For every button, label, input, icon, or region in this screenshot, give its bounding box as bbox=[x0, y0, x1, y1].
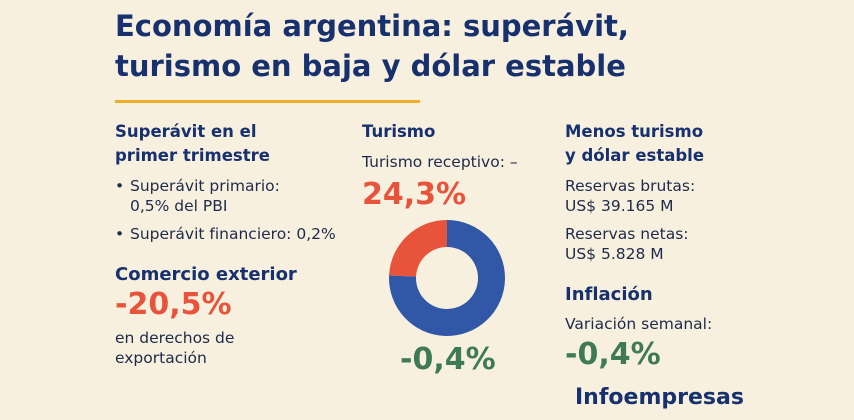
heading: primer trimestre bbox=[115, 146, 270, 165]
bullet-text: Superávit financiero: 0,2% bbox=[130, 225, 336, 243]
big-value: -20,5% bbox=[115, 287, 232, 322]
heading: y dólar estable bbox=[565, 146, 705, 165]
heading: Menos turismo bbox=[565, 122, 704, 141]
heading: Superávit en el bbox=[115, 122, 257, 141]
title-line: Economía argentina: superávit, bbox=[115, 9, 629, 43]
text: en derechos de bbox=[115, 329, 235, 347]
text: US$ 39.165 M bbox=[565, 197, 674, 215]
heading: Inflación bbox=[565, 284, 653, 305]
text: US$ 5.828 M bbox=[565, 245, 664, 263]
text: Turismo receptivo: – bbox=[362, 153, 518, 171]
big-value: 24,3% bbox=[362, 177, 467, 212]
bullet-dot: • bbox=[115, 177, 125, 195]
heading: Turismo bbox=[362, 122, 436, 141]
text: Variación semanal: bbox=[565, 315, 713, 333]
donut-segment bbox=[389, 220, 447, 277]
text: exportación bbox=[115, 349, 207, 367]
bullet-text: Superávit primario: bbox=[130, 177, 280, 195]
text: Reservas netas: bbox=[565, 225, 689, 243]
heading: Comercio exterior bbox=[115, 264, 297, 285]
title-rule bbox=[115, 100, 420, 103]
donut-segment bbox=[389, 220, 505, 337]
brand: Infoempresas bbox=[575, 385, 744, 410]
bullet-text: 0,5% del PBI bbox=[130, 197, 228, 215]
big-value: -0,4% bbox=[400, 342, 496, 377]
bullet-dot: • bbox=[115, 225, 125, 243]
big-value: -0,4% bbox=[565, 337, 661, 372]
title-line: turismo en baja y dólar estable bbox=[115, 49, 626, 83]
text: Reservas brutas: bbox=[565, 177, 696, 195]
